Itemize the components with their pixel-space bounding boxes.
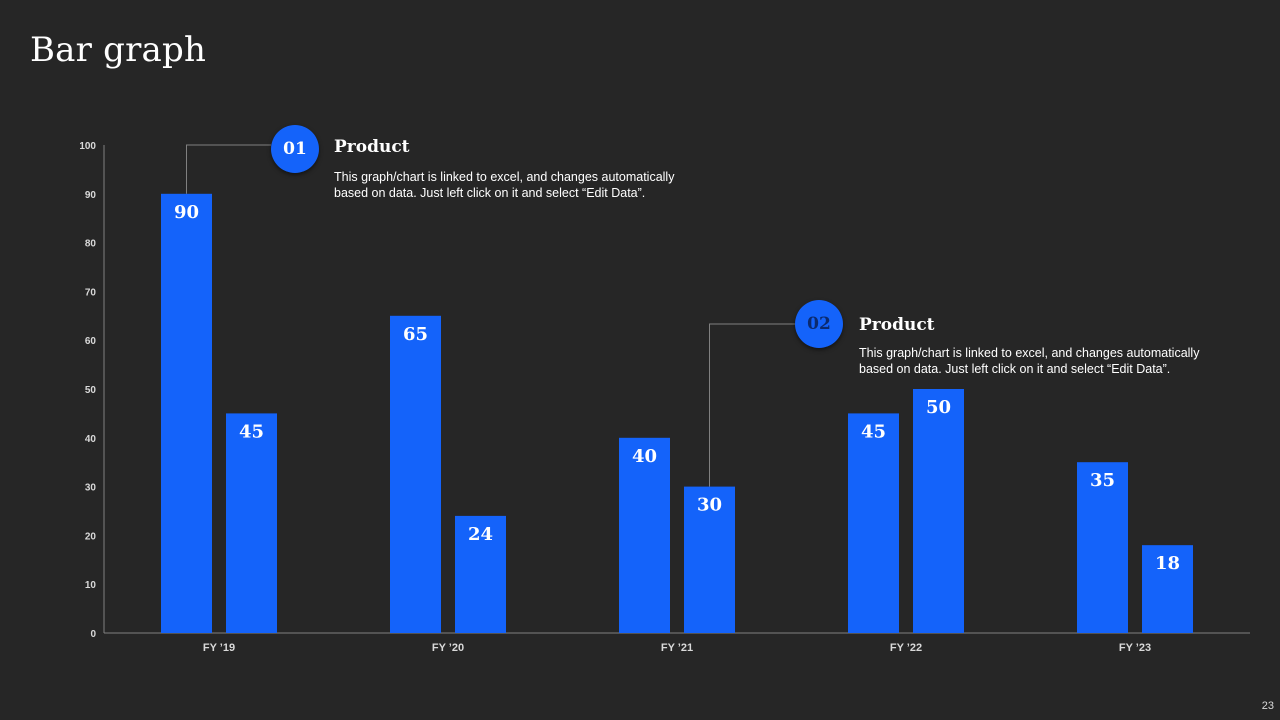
data-label: 40 xyxy=(632,446,657,467)
y-tick-label: 10 xyxy=(85,580,97,591)
slide-title: Bar graph xyxy=(30,30,207,70)
bar xyxy=(1077,462,1128,633)
x-tick-label: FY ’19 xyxy=(203,642,235,654)
chart-bars xyxy=(161,193,1193,634)
y-tick-label: 0 xyxy=(90,629,96,640)
bar xyxy=(390,315,441,633)
x-tick-label: FY ’21 xyxy=(661,642,693,654)
data-label: 45 xyxy=(861,421,886,442)
callout-number-badge: 02 xyxy=(795,300,843,348)
bar xyxy=(455,515,506,633)
bar xyxy=(161,193,212,634)
chart-labels: 90 45 FY ’19 65 24 FY ’20 40 30 FY ’21 45 50 FY ’22… xyxy=(174,202,1180,654)
bar xyxy=(226,413,277,633)
data-label: 45 xyxy=(239,421,264,442)
data-label: 35 xyxy=(1090,470,1115,491)
page-number: 23 xyxy=(1261,700,1274,712)
bar xyxy=(913,389,964,633)
x-tick-label: FY ’23 xyxy=(1119,642,1151,654)
y-tick-label: 80 xyxy=(85,239,97,250)
callout-number-badge: 01 xyxy=(271,125,319,173)
callout-title: Product xyxy=(334,137,410,157)
y-tick-label: 30 xyxy=(85,483,97,494)
leader-line xyxy=(709,323,795,487)
bar xyxy=(619,437,670,633)
data-label: 65 xyxy=(403,324,428,345)
data-label: 90 xyxy=(174,202,199,223)
y-tick-label: 20 xyxy=(85,531,97,542)
callout-text: This graph/chart is linked to excel, and… xyxy=(859,346,1200,376)
callout-title: Product xyxy=(859,315,935,335)
bar xyxy=(1142,545,1193,633)
y-tick-label: 90 xyxy=(85,190,97,201)
y-tick-label: 40 xyxy=(85,434,97,445)
callout-text: This graph/chart is linked to excel, and… xyxy=(334,170,675,200)
callout-leader-lines xyxy=(186,144,795,487)
leader-line xyxy=(186,144,271,194)
chart-axes: 0 10 20 30 40 50 60 70 80 90 100 xyxy=(79,141,1250,640)
y-tick-label: 100 xyxy=(79,141,96,152)
data-label: 50 xyxy=(926,397,951,418)
data-label: 30 xyxy=(697,495,722,516)
data-label: 24 xyxy=(468,524,493,545)
y-tick-label: 70 xyxy=(85,287,97,298)
x-tick-label: FY ’20 xyxy=(432,642,464,654)
bar xyxy=(684,486,735,633)
y-tick-label: 50 xyxy=(85,385,97,396)
x-tick-label: FY ’22 xyxy=(890,642,922,654)
y-tick-label: 60 xyxy=(85,336,97,347)
bar xyxy=(848,413,899,633)
data-label: 18 xyxy=(1155,553,1180,574)
